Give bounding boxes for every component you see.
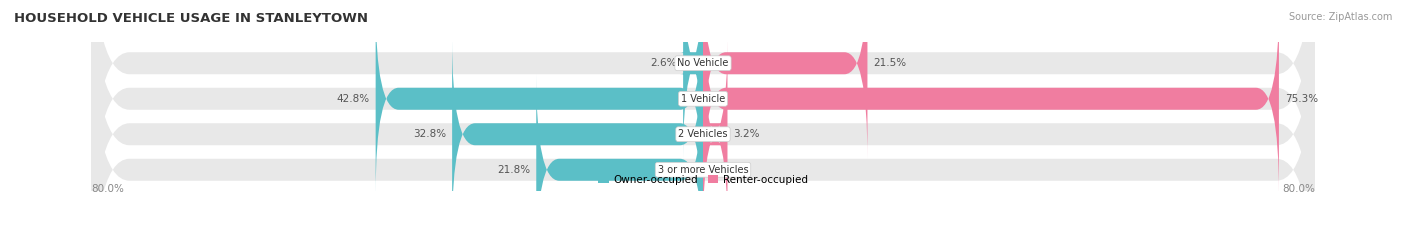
Text: Source: ZipAtlas.com: Source: ZipAtlas.com bbox=[1288, 12, 1392, 22]
FancyBboxPatch shape bbox=[681, 0, 706, 159]
Text: 75.3%: 75.3% bbox=[1285, 94, 1319, 104]
Text: 21.8%: 21.8% bbox=[498, 165, 530, 175]
FancyBboxPatch shape bbox=[91, 0, 1315, 233]
Text: 32.8%: 32.8% bbox=[413, 129, 446, 139]
Text: 2 Vehicles: 2 Vehicles bbox=[678, 129, 728, 139]
Text: 80.0%: 80.0% bbox=[1282, 184, 1315, 194]
Text: No Vehicle: No Vehicle bbox=[678, 58, 728, 68]
Text: 21.5%: 21.5% bbox=[873, 58, 907, 68]
FancyBboxPatch shape bbox=[703, 0, 868, 159]
Text: 3.2%: 3.2% bbox=[734, 129, 761, 139]
Legend: Owner-occupied, Renter-occupied: Owner-occupied, Renter-occupied bbox=[595, 171, 811, 189]
FancyBboxPatch shape bbox=[703, 3, 1279, 194]
FancyBboxPatch shape bbox=[453, 39, 703, 230]
Text: 3 or more Vehicles: 3 or more Vehicles bbox=[658, 165, 748, 175]
FancyBboxPatch shape bbox=[375, 3, 703, 194]
FancyBboxPatch shape bbox=[91, 0, 1315, 230]
FancyBboxPatch shape bbox=[91, 3, 1315, 233]
Text: 1 Vehicle: 1 Vehicle bbox=[681, 94, 725, 104]
Text: 42.8%: 42.8% bbox=[336, 94, 370, 104]
FancyBboxPatch shape bbox=[91, 0, 1315, 233]
FancyBboxPatch shape bbox=[536, 74, 703, 233]
Text: 80.0%: 80.0% bbox=[91, 184, 124, 194]
FancyBboxPatch shape bbox=[703, 39, 727, 230]
Text: HOUSEHOLD VEHICLE USAGE IN STANLEYTOWN: HOUSEHOLD VEHICLE USAGE IN STANLEYTOWN bbox=[14, 12, 368, 25]
Text: 2.6%: 2.6% bbox=[651, 58, 678, 68]
